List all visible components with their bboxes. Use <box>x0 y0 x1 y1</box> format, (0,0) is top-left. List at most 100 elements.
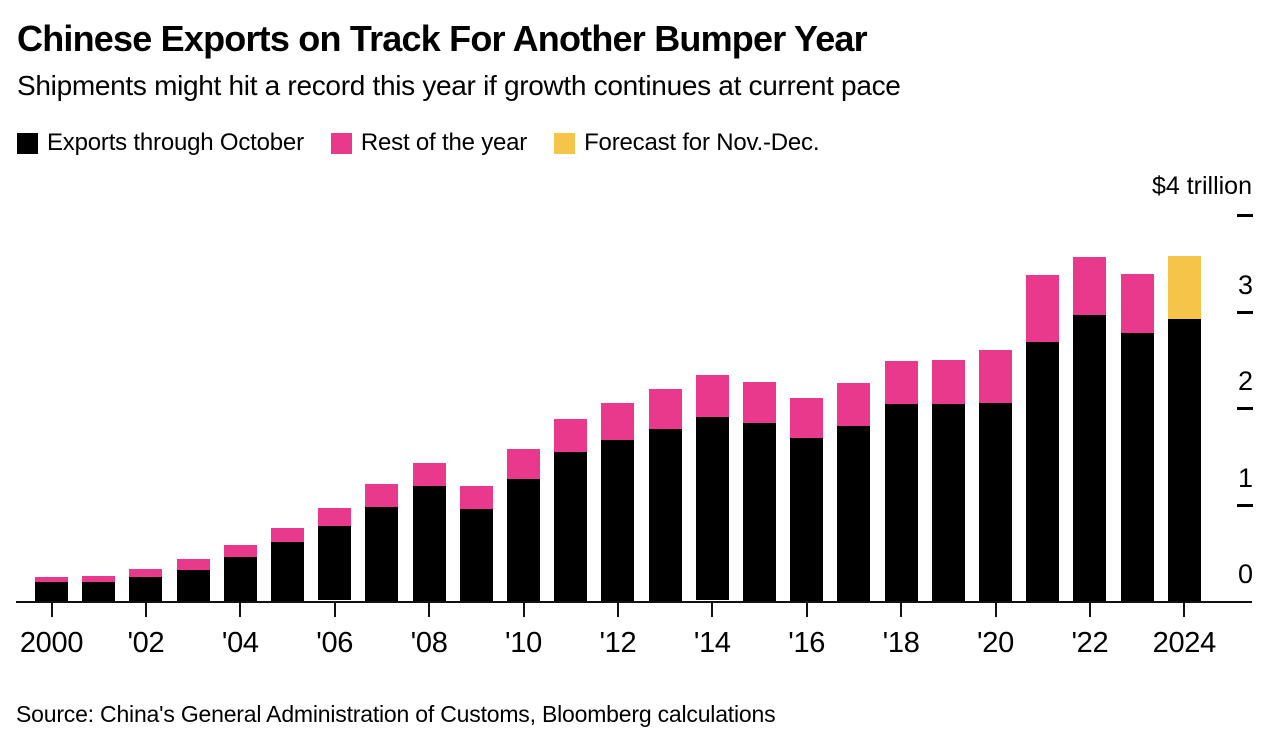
bar-segment-2014-series-0 <box>695 417 729 600</box>
bar-2001 <box>82 576 116 601</box>
bar-segment-2006-series-1 <box>318 508 352 526</box>
bar-segment-2004-series-0 <box>223 557 257 601</box>
bar-segment-2012-series-1 <box>601 403 635 440</box>
bar-segment-2010-series-0 <box>507 479 540 601</box>
bar-segment-2024-series-2 <box>1167 256 1201 319</box>
bar-2018 <box>884 361 918 601</box>
x-axis-baseline <box>16 601 1252 603</box>
bar-2003 <box>176 559 210 601</box>
bar-2008 <box>412 463 446 601</box>
bar-2004 <box>223 545 257 601</box>
y-axis-tick-4 <box>1237 214 1253 217</box>
chart-subtitle: Shipments might hit a record this year i… <box>17 70 901 101</box>
bar-segment-2003-series-1 <box>176 559 210 570</box>
x-axis-label-02: '02 <box>127 627 165 659</box>
x-axis-label-04: '04 <box>221 627 259 659</box>
x-axis-tick <box>805 603 808 617</box>
x-axis-label-16: '16 <box>788 627 826 659</box>
legend-item-1: Rest of the year <box>330 129 528 157</box>
x-axis-tick <box>428 603 431 617</box>
bar-segment-2011-series-0 <box>554 451 588 601</box>
legend-label: Rest of the year <box>360 129 528 156</box>
x-axis-label-18: '18 <box>882 627 920 659</box>
bar-segment-2013-series-0 <box>648 428 682 601</box>
bar-2005 <box>271 528 304 601</box>
bar-segment-2015-series-0 <box>743 422 776 601</box>
x-axis-label-2000: 2000 <box>19 627 84 659</box>
source-note: Source: China's General Administration o… <box>16 701 776 727</box>
bar-2010 <box>507 449 540 601</box>
bar-segment-2001-series-1 <box>82 576 116 582</box>
bar-segment-2011-series-1 <box>554 419 588 452</box>
bar-segment-2017-series-1 <box>837 383 871 426</box>
x-axis-tick <box>994 603 997 617</box>
bar-2020 <box>979 350 1012 601</box>
bar-2021 <box>1026 275 1060 601</box>
bar-segment-2008-series-1 <box>412 463 446 486</box>
x-axis-label-12: '12 <box>599 627 637 659</box>
bar-segment-2001-series-0 <box>82 582 116 601</box>
x-axis-tick <box>1088 603 1091 617</box>
bar-segment-2024-series-0 <box>1167 319 1201 601</box>
bar-2011 <box>554 419 588 601</box>
x-axis-tick <box>900 603 903 617</box>
bar-segment-2007-series-1 <box>365 484 399 507</box>
bar-2012 <box>601 403 635 601</box>
x-axis-label-08: '08 <box>410 627 448 659</box>
y-axis-label-1: 1 <box>1237 462 1253 493</box>
x-axis-tick <box>616 603 619 617</box>
bar-segment-2010-series-1 <box>507 449 540 479</box>
bar-segment-2022-series-1 <box>1073 257 1107 315</box>
y-axis-tick-1 <box>1237 503 1253 507</box>
bar-segment-2014-series-1 <box>695 375 729 417</box>
bar-segment-2004-series-1 <box>223 545 257 557</box>
bar-segment-2018-series-1 <box>884 361 918 404</box>
bar-2009 <box>459 486 493 601</box>
bar-2006 <box>318 508 352 601</box>
y-axis-tick-2 <box>1237 407 1253 410</box>
bar-segment-2000-series-0 <box>35 582 68 601</box>
bar-segment-2008-series-0 <box>412 486 446 601</box>
bar-2013 <box>648 389 682 601</box>
bar-segment-2021-series-0 <box>1026 341 1060 601</box>
bar-segment-2005-series-0 <box>271 542 304 601</box>
x-axis-label-10: '10 <box>505 627 542 659</box>
bar-segment-2002-series-0 <box>129 577 163 601</box>
bar-segment-2018-series-0 <box>884 404 918 601</box>
legend: Exports through October Rest of the year F… <box>17 129 820 157</box>
x-axis-label-2024: 2024 <box>1152 627 1217 659</box>
bar-segment-2020-series-1 <box>979 350 1012 403</box>
x-axis-tick <box>1183 603 1186 617</box>
legend-label: Exports through October <box>47 129 304 156</box>
x-axis-label-14: '14 <box>693 627 731 659</box>
bar-2000 <box>35 577 68 601</box>
bar-2022 <box>1073 257 1107 601</box>
y-axis-tick-3 <box>1237 310 1253 314</box>
x-axis-label-06: '06 <box>316 627 354 659</box>
bar-2007 <box>365 484 399 601</box>
bar-segment-2016-series-0 <box>790 438 824 601</box>
bar-2023 <box>1120 274 1154 601</box>
x-axis-tick <box>50 603 53 617</box>
x-axis-tick <box>239 603 242 617</box>
x-axis-tick <box>144 603 147 617</box>
bar-2014 <box>695 375 729 601</box>
bar-2015 <box>743 382 776 601</box>
bar-segment-2009-series-1 <box>459 486 493 509</box>
bar-segment-2000-series-1 <box>35 577 68 582</box>
legend-label: Forecast for Nov.-Dec. <box>584 129 820 156</box>
bar-2002 <box>129 569 163 601</box>
bar-segment-2015-series-1 <box>743 382 776 423</box>
bar-2019 <box>931 360 965 601</box>
bar-segment-2020-series-0 <box>979 403 1012 601</box>
bar-segment-2019-series-0 <box>931 404 965 601</box>
bar-2024 <box>1167 256 1201 601</box>
x-axis-tick <box>711 603 714 617</box>
y-axis-label-2: 2 <box>1237 366 1253 396</box>
y-axis-label-3: 3 <box>1237 269 1253 300</box>
bar-segment-2022-series-0 <box>1073 315 1107 601</box>
y-axis-label-0: 0 <box>1237 559 1253 589</box>
bar-2016 <box>790 398 824 601</box>
bar-segment-2023-series-0 <box>1120 333 1154 601</box>
legend-item-2: Forecast for Nov.-Dec. <box>554 129 820 157</box>
